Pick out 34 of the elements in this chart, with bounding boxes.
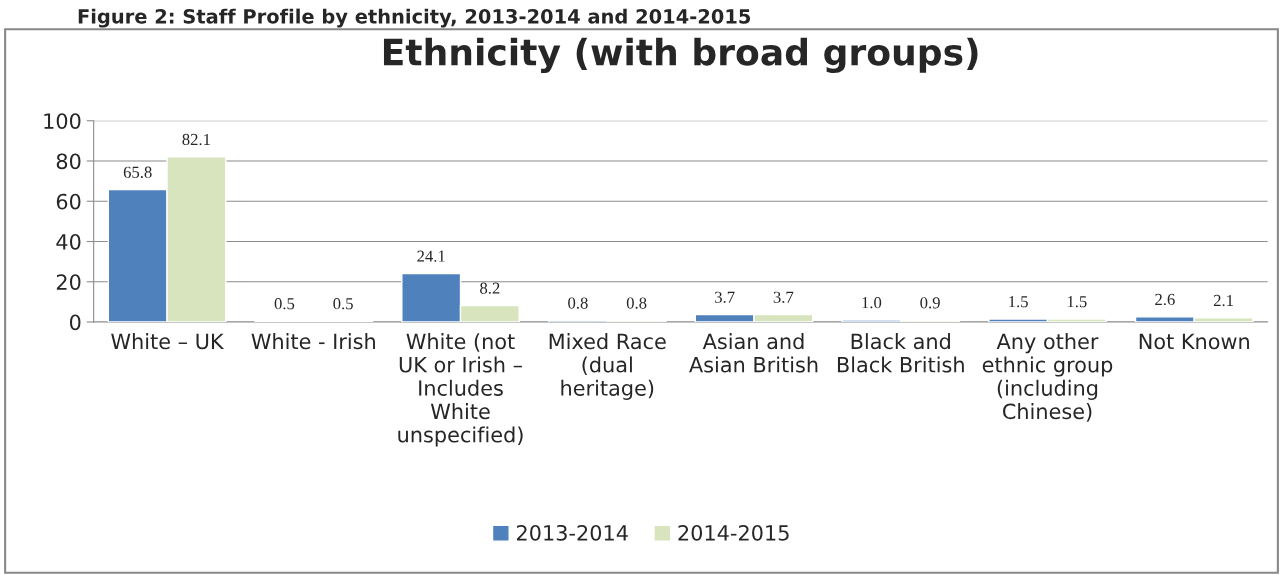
y-tick-label: 60 [56,193,81,210]
legend-label: 2013-2014 [516,524,628,541]
y-tick-label: 80 [56,153,81,170]
data-label: 0.5 [333,298,353,310]
x-tick-label: White – UK [111,333,225,350]
caption: Figure 2: Staff Profile by ethnicity, 2013-2014 and 2014-2015 [78,8,751,28]
x-tick-label: Asian and Asian British [689,333,818,373]
data-label: 3.7 [773,291,794,303]
data-label: 0.5 [274,298,295,310]
data-label: 3.7 [715,291,735,303]
data-label: 1.5 [1067,296,1087,308]
x-tick-label: Not Known [1139,333,1249,350]
x-tick-label: Mixed Race (dual heritage) [549,333,666,400]
data-label: 0.8 [568,297,588,309]
data-label: 2.6 [1155,293,1175,306]
x-tick-label: Any other ethnic group (including Chinese) [982,333,1113,422]
data-label: 65.8 [123,166,152,178]
data-label: 8.2 [480,282,500,294]
data-label: 82.1 [182,133,210,146]
y-tick-label: 0 [69,314,81,331]
y-tick-label: 40 [56,233,81,250]
data-label: 0.9 [920,297,940,309]
y-tick-label: 100 [44,113,81,129]
data-label: 0.8 [626,297,647,309]
x-tick-label: White - Irish [251,333,375,350]
data-label: 1.5 [1009,296,1028,308]
data-label: 1.0 [862,297,882,309]
x-tick-label: White (not UK or Irish – Includes White unspecified) [398,333,523,447]
data-label: 2.1 [1213,294,1233,307]
legend-label: 2014-2015 [678,524,789,541]
chart-title: Ethnicity (with broad groups) [383,37,978,73]
y-tick-label: 20 [56,274,81,290]
x-tick-label: Black and Black British [837,333,964,373]
data-label: 24.1 [417,250,445,262]
